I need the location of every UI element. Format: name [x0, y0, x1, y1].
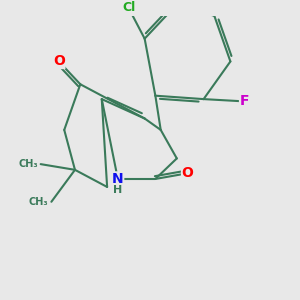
Text: H: H	[113, 185, 122, 195]
Text: F: F	[240, 94, 249, 108]
Text: Cl: Cl	[122, 1, 135, 14]
Text: O: O	[53, 55, 65, 68]
Text: CH₃: CH₃	[29, 197, 49, 207]
Text: O: O	[182, 166, 194, 180]
Text: CH₃: CH₃	[18, 159, 38, 169]
Text: N: N	[112, 172, 124, 186]
